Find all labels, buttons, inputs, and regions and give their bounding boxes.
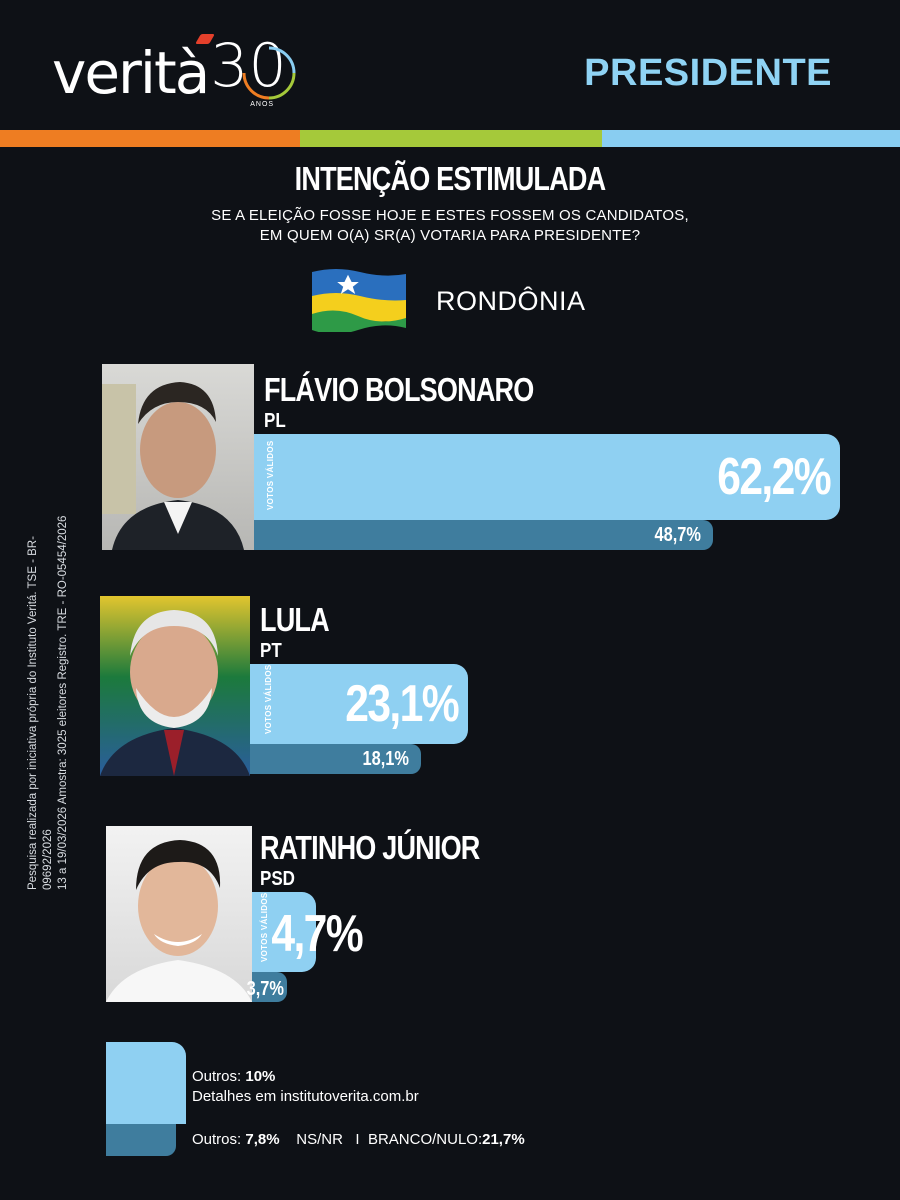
valid-value-ratinho: 4,7%: [271, 905, 363, 963]
total-value-ratinho: 3,7%: [246, 978, 284, 1000]
others-total-value: 7,8%: [245, 1131, 280, 1148]
bar-valid-flavio: [254, 434, 840, 520]
others-total-bar: [106, 1124, 176, 1156]
footnote-line2: 13 a 19/03/2026 Amostra: 3025 eleitores …: [57, 515, 69, 890]
methodology-footnote: Pesquisa realizada por iniciativa própri…: [26, 490, 71, 890]
valid-votes-label: VOTOS VÁLIDOS: [266, 440, 275, 510]
bar-total-flavio: [254, 520, 713, 550]
stripe-green: [300, 130, 602, 147]
candidate-party-ratinho: PSD: [260, 868, 295, 890]
stripe-orange: [0, 130, 300, 147]
bar-total-lula: [250, 744, 421, 774]
logo-wordmark: verità: [52, 39, 210, 107]
separator: I: [355, 1131, 360, 1148]
footnote-line1: Pesquisa realizada por iniciativa própri…: [27, 536, 54, 890]
portrait-flavio-icon: [102, 382, 244, 550]
logo-anos-text: ANOS: [250, 101, 275, 108]
valid-value-lula: 23,1%: [344, 675, 459, 733]
portrait-lula-icon: [100, 610, 250, 776]
others-valid-text: Outros: 10%: [192, 1068, 275, 1085]
candidate-name-ratinho: RATINHO JÚNIOR: [260, 829, 480, 866]
nsnr-label: NS/NR: [296, 1131, 343, 1148]
bar-valid-ratinho: [252, 892, 316, 972]
total-value-flavio: 48,7%: [654, 524, 701, 546]
candidate-party-lula: PT: [260, 640, 282, 662]
others-valid-value: 10%: [245, 1068, 276, 1085]
others-valid-bar: [106, 1042, 186, 1124]
survey-question: SE A ELEIÇÃO FOSSE HOJE E ESTES FOSSEM O…: [0, 206, 900, 246]
logo-ring-icon: [242, 46, 296, 100]
logo-anniversary: 30 ANOS: [210, 36, 306, 108]
branco-label: BRANCO/NULO:: [367, 1131, 483, 1148]
others-total-text: Outros: 7,8% NS/NR I BRANCO/NULO:21,7%: [192, 1131, 525, 1148]
office-title: PRESIDENTE: [584, 52, 832, 94]
candidate-name-lula: LULA: [260, 601, 330, 638]
others-total-label: Outros:: [192, 1131, 246, 1148]
candidate-name-flavio: FLÁVIO BOLSONARO: [264, 371, 534, 408]
candidate-photo-ratinho: [106, 826, 252, 1002]
portrait-ratinho-icon: [106, 840, 252, 1002]
others-details: Detalhes em institutoverita.com.br: [192, 1088, 419, 1105]
valid-value-flavio: 62,2%: [717, 448, 831, 506]
bar-valid-lula: [250, 664, 468, 744]
valid-votes-label: VOTOS VÁLIDOS: [264, 664, 273, 734]
total-value-lula: 18,1%: [362, 748, 409, 770]
rondonia-flag-icon: [312, 269, 406, 332]
survey-question-line1: SE A ELEIÇÃO FOSSE HOJE E ESTES FOSSEM O…: [211, 207, 689, 224]
survey-title: INTENÇÃO ESTIMULADA: [294, 160, 606, 197]
bar-total-ratinho: [252, 972, 287, 1002]
candidate-photo-flavio: [102, 364, 254, 550]
verita-logo: verità 30 ANOS: [52, 36, 306, 108]
survey-question-line2: EM QUEM O(A) SR(A) VOTARIA PARA PRESIDEN…: [259, 227, 641, 244]
branco-value: 21,7%: [482, 1131, 525, 1148]
stripe-blue: [602, 130, 900, 147]
state-name: RONDÔNIA: [436, 286, 586, 316]
others-valid-label: Outros:: [192, 1068, 246, 1085]
candidate-photo-lula: [100, 596, 250, 776]
candidate-party-flavio: PL: [264, 410, 286, 432]
